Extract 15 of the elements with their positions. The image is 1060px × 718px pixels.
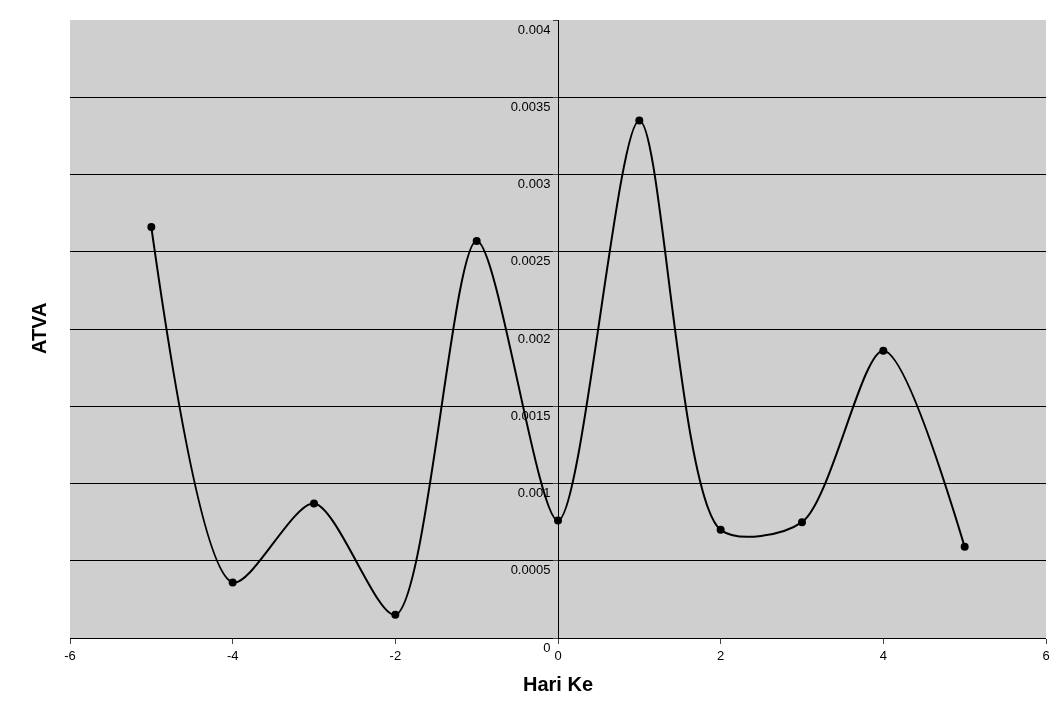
y-tick-label: 0.0005 <box>510 562 551 578</box>
x-tick-label: 0 <box>554 647 562 663</box>
x-tick-label: 6 <box>1042 647 1050 663</box>
x-tick-label: 2 <box>717 647 725 663</box>
x-tick-label: -2 <box>389 647 402 663</box>
y-axis-title: ATVA <box>28 302 51 355</box>
x-tick-label: -6 <box>64 647 76 663</box>
y-tick-label: 0.0025 <box>510 253 551 269</box>
x-tick-label: -4 <box>226 647 239 663</box>
y-tick-label: 0.002 <box>517 330 551 346</box>
y-tick-label: 0.003 <box>517 176 551 192</box>
x-axis-title: Hari Ke <box>522 673 594 696</box>
y-tick-label: 0.0035 <box>510 98 551 114</box>
y-tick-label: 0.004 <box>517 21 551 37</box>
x-tick-label: 4 <box>879 647 887 663</box>
